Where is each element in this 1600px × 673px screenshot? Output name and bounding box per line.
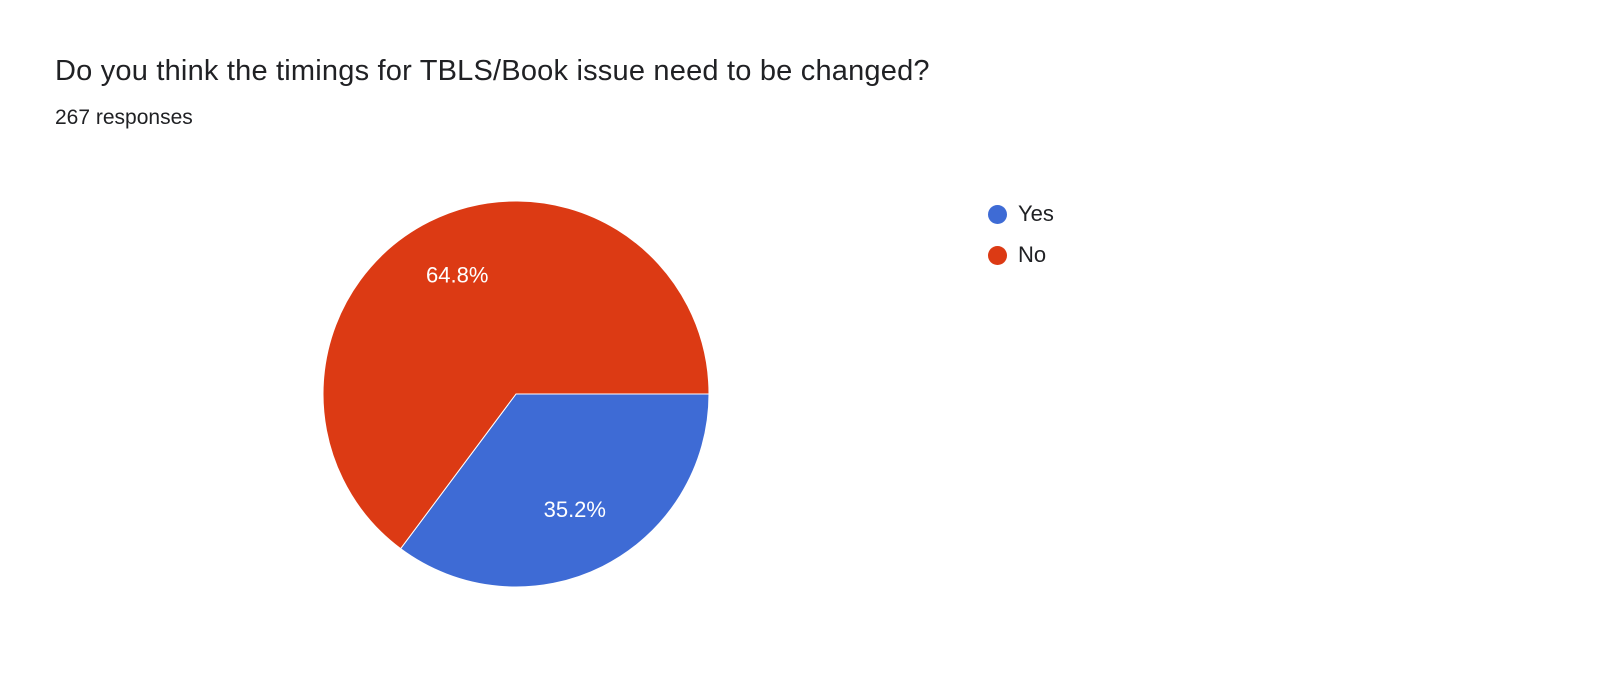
legend-label-yes: Yes	[1018, 201, 1054, 226]
legend-item-no: No	[988, 242, 1054, 268]
pie-label-no: 64.8%	[426, 263, 488, 288]
pie-chart-svg: 35.2% 64.8%	[322, 200, 710, 588]
question-title: Do you think the timings for TBLS/Book i…	[55, 55, 930, 87]
legend-item-yes: Yes	[988, 201, 1054, 227]
pie-chart: 35.2% 64.8%	[320, 198, 712, 590]
pie-slice-yes[interactable]	[399, 393, 710, 588]
legend-swatch-no	[988, 245, 1007, 265]
legend-label-no: No	[1018, 242, 1047, 267]
pie-slice-no[interactable]	[322, 200, 710, 550]
responses-count: 267 responses	[55, 106, 193, 129]
pie-label-yes: 35.2%	[544, 497, 606, 522]
chart-legend: Yes No	[988, 201, 1054, 283]
legend-swatch-yes	[988, 204, 1007, 224]
